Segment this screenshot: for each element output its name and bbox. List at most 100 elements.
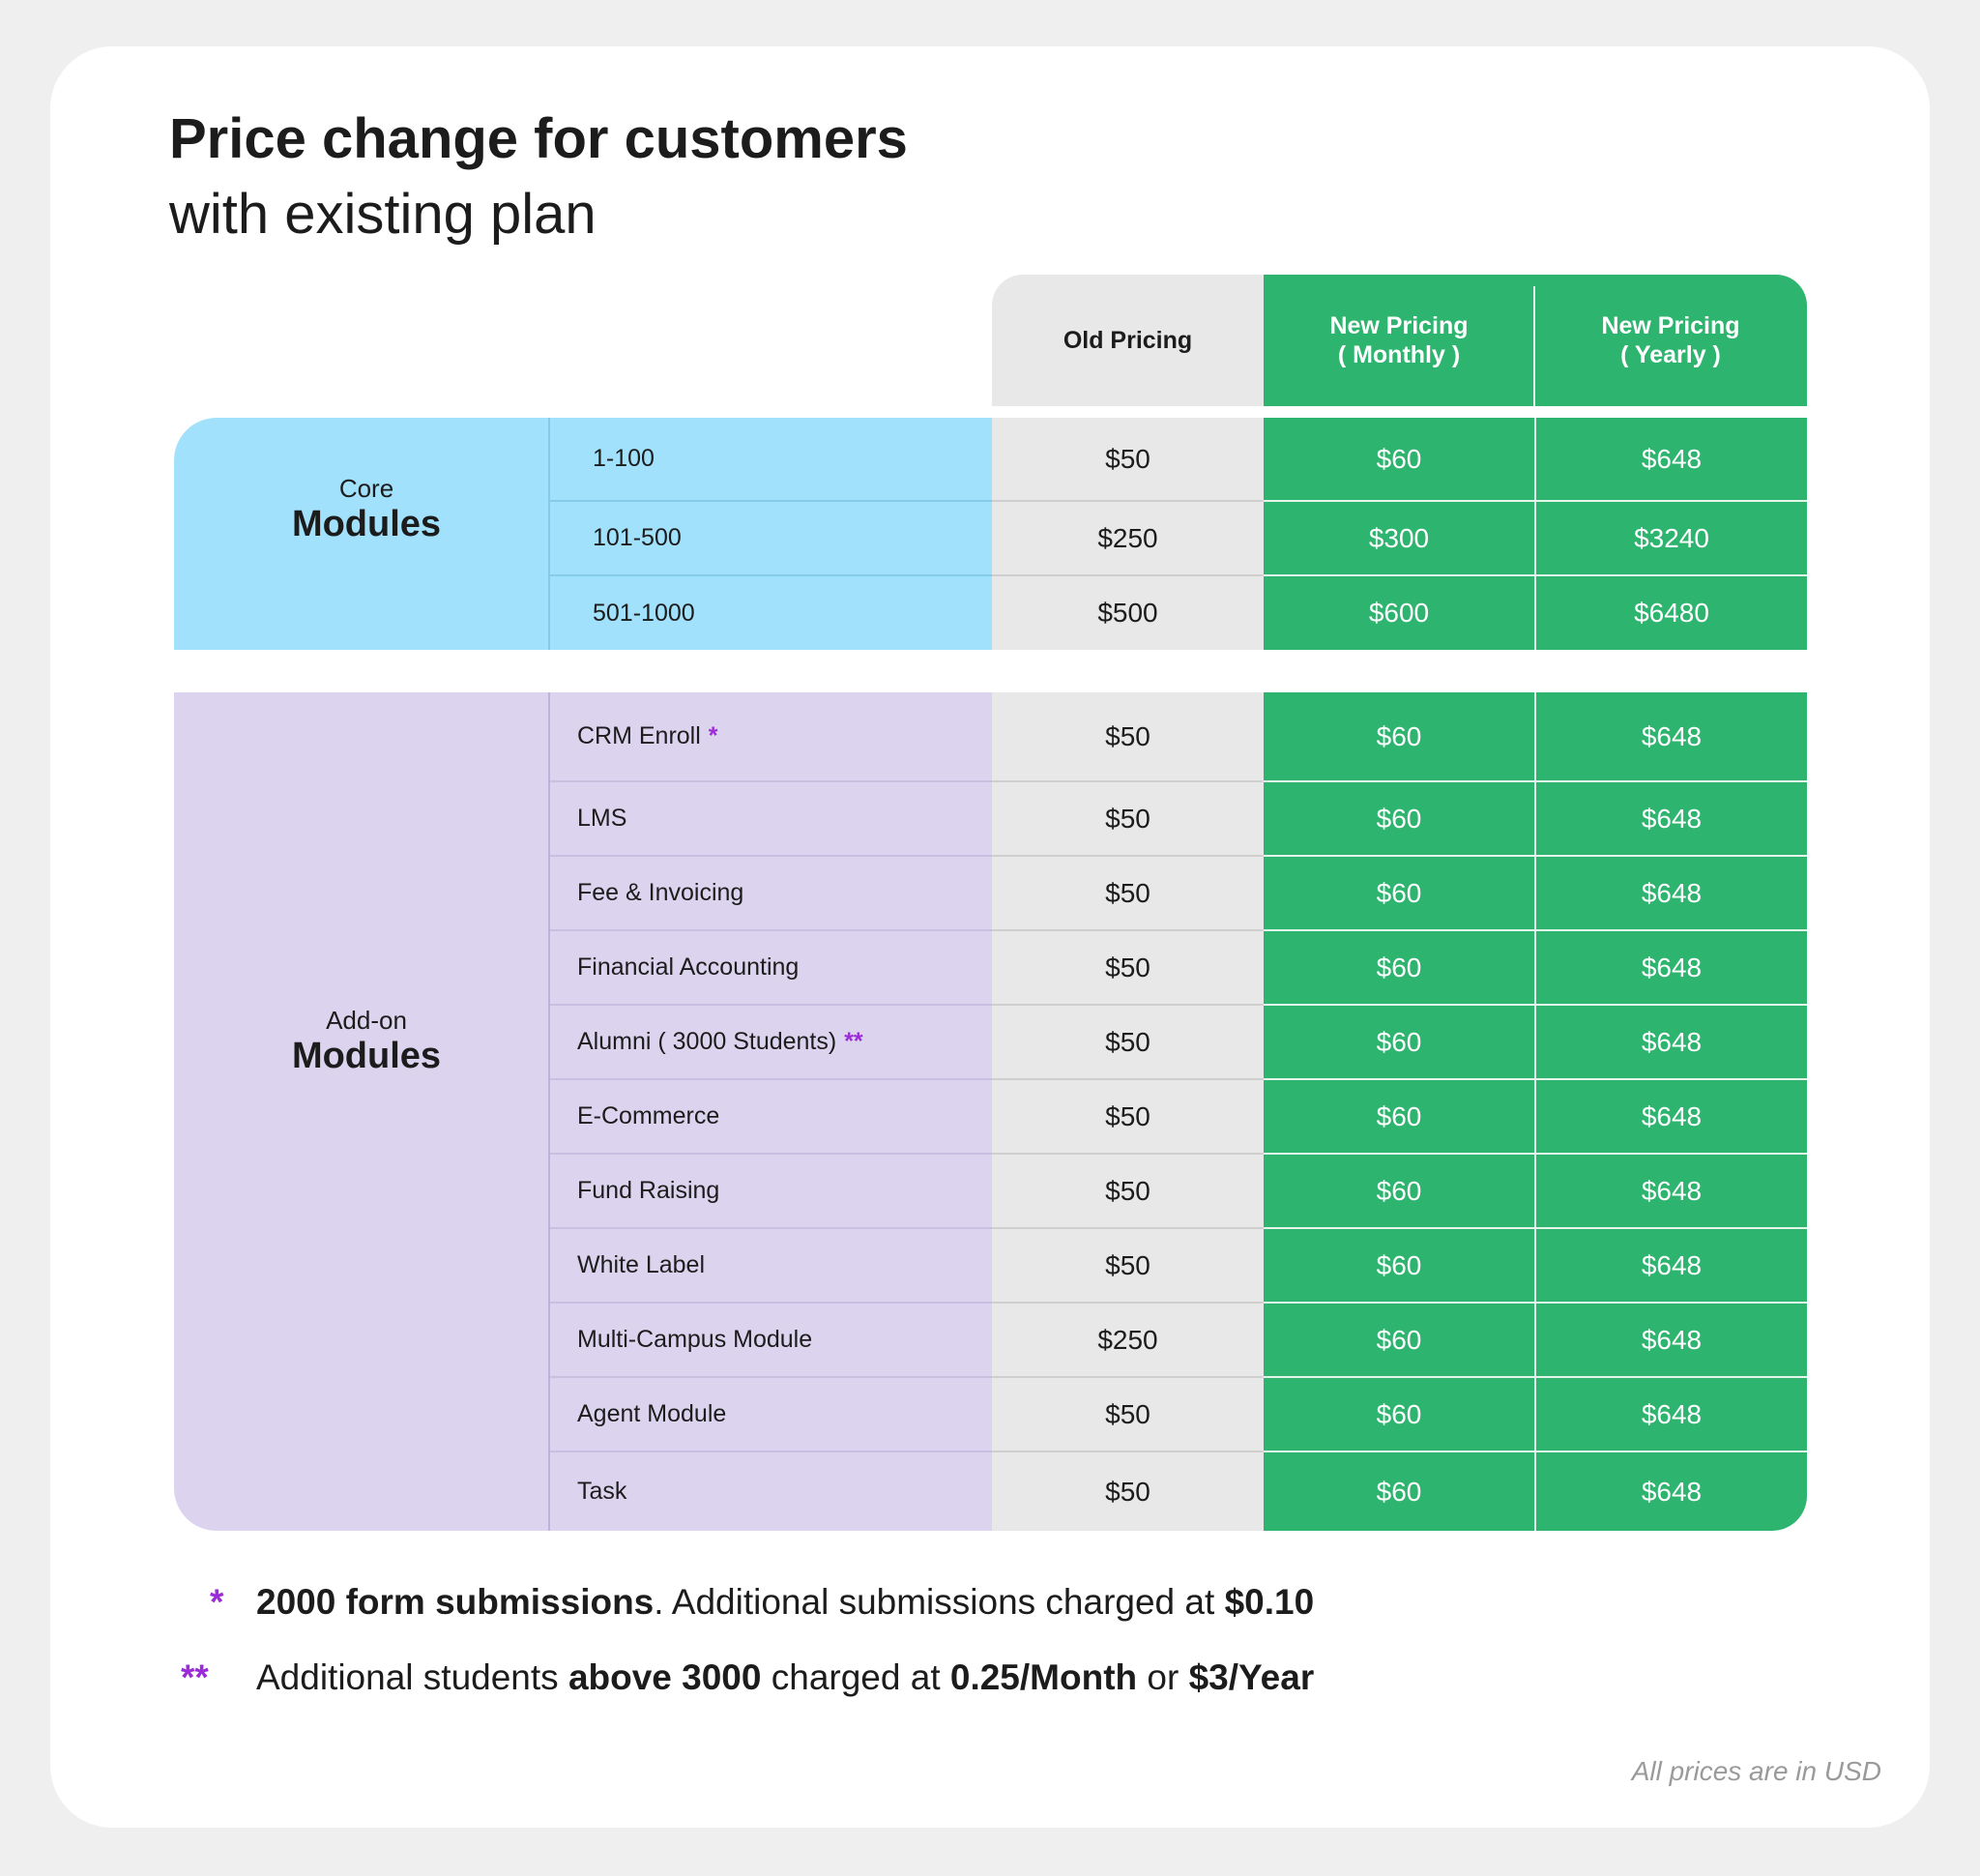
header-new-yearly: New Pricing ( Yearly ) [1534, 275, 1807, 406]
old-price-cell: $50 [992, 1080, 1264, 1155]
module-name-cell: Multi-Campus Module [550, 1304, 992, 1378]
module-name: 1-100 [593, 445, 655, 472]
monthly-price-cell: $60 [1264, 1080, 1534, 1155]
old-price-cell: $50 [992, 1006, 1264, 1080]
module-name-cell: Fee & Invoicing [550, 857, 992, 931]
note-2: ** Additional students above 3000 charged… [181, 1657, 1315, 1698]
yearly-price-cell: $3240 [1536, 502, 1807, 576]
yearly-price-cell: $648 [1536, 418, 1807, 502]
addon-label-small: Add-on [326, 1006, 407, 1035]
footnote-asterisk: ** [844, 1028, 863, 1055]
module-name: Fund Raising [577, 1177, 720, 1204]
module-name-cell: 1-100 [550, 418, 992, 502]
old-price-cell: $500 [992, 576, 1264, 650]
module-name-cell: 501-1000 [550, 576, 992, 650]
yearly-price-cell: $648 [1536, 931, 1807, 1006]
green-column-divider [1534, 692, 1536, 1531]
old-price-cell: $50 [992, 1378, 1264, 1452]
old-price-cell: $50 [992, 692, 1264, 782]
page-title: Price change for customers [169, 107, 908, 170]
core-divider [548, 418, 550, 650]
old-price-cell: $50 [992, 1452, 1264, 1531]
module-name-cell: Task [550, 1452, 992, 1531]
note-1-text: . Additional submissions charged at [654, 1582, 1225, 1622]
module-name-cell: LMS [550, 782, 992, 857]
module-name-cell: Fund Raising [550, 1155, 992, 1229]
header-old-pricing: Old Pricing [992, 275, 1264, 406]
yearly-price-cell: $648 [1536, 1304, 1807, 1378]
header-old-pricing-label: Old Pricing [1063, 326, 1193, 354]
monthly-price-cell: $60 [1264, 692, 1534, 782]
note-2-text-3: or [1137, 1657, 1189, 1697]
note-1-asterisk: * [210, 1582, 224, 1622]
currency-footnote: All prices are in USD [1631, 1756, 1881, 1786]
monthly-price-cell: $60 [1264, 1229, 1534, 1304]
module-name: Fee & Invoicing [577, 879, 744, 906]
header-new-monthly: New Pricing ( Monthly ) [1264, 275, 1534, 406]
monthly-price-cell: $60 [1264, 857, 1534, 931]
old-price-cell: $50 [992, 1155, 1264, 1229]
monthly-price-cell: $600 [1264, 576, 1534, 650]
monthly-price-cell: $60 [1264, 782, 1534, 857]
monthly-price-cell: $60 [1264, 1155, 1534, 1229]
header-new-yearly-line1: New Pricing [1601, 312, 1740, 339]
module-name: 101-500 [593, 524, 682, 551]
monthly-price-cell: $60 [1264, 931, 1534, 1006]
addon-divider [548, 692, 550, 1531]
note-2-text-1: Additional students [256, 1657, 568, 1697]
module-name-cell: White Label [550, 1229, 992, 1304]
module-name: Alumni ( 3000 Students) [577, 1028, 837, 1055]
monthly-price-cell: $60 [1264, 1378, 1534, 1452]
yearly-price-cell: $648 [1536, 1080, 1807, 1155]
module-name-cell: CRM Enroll * [550, 692, 992, 782]
old-price-cell: $50 [992, 931, 1264, 1006]
addon-modules-label: Add-on Modules [222, 1006, 510, 1077]
note-2-bold-2: 0.25/Month [949, 1657, 1138, 1697]
yearly-price-cell: $648 [1536, 1452, 1807, 1531]
note-2-bold-3: $3/Year [1188, 1657, 1315, 1697]
core-modules-label: Core Modules [222, 474, 510, 545]
old-price-cell: $50 [992, 418, 1264, 502]
yearly-price-cell: $648 [1536, 1229, 1807, 1304]
monthly-price-cell: $60 [1264, 1006, 1534, 1080]
page-subtitle: with existing plan [169, 183, 597, 246]
note-1-bold: 2000 form submissions [256, 1582, 655, 1622]
core-modules-group [174, 418, 992, 650]
monthly-price-cell: $60 [1264, 1452, 1534, 1531]
header-new-monthly-line2: ( Monthly ) [1337, 341, 1461, 368]
yearly-price-cell: $648 [1536, 857, 1807, 931]
header-new-monthly-line1: New Pricing [1329, 312, 1469, 339]
note-2-bold-1: above 3000 [568, 1657, 762, 1697]
yearly-price-cell: $648 [1536, 1378, 1807, 1452]
module-name: 501-1000 [593, 599, 695, 627]
monthly-price-cell: $60 [1264, 1304, 1534, 1378]
yearly-price-cell: $648 [1536, 692, 1807, 782]
note-1-price: $0.10 [1224, 1582, 1315, 1622]
monthly-price-cell: $60 [1264, 418, 1534, 502]
module-name-cell: E-Commerce [550, 1080, 992, 1155]
yearly-price-cell: $648 [1536, 1006, 1807, 1080]
module-name-cell: 101-500 [550, 502, 992, 576]
module-name: CRM Enroll [577, 722, 701, 749]
green-column-divider [1534, 418, 1536, 650]
note-2-text-2: charged at [761, 1657, 950, 1697]
yearly-price-cell: $6480 [1536, 576, 1807, 650]
module-name: E-Commerce [577, 1102, 720, 1129]
note-2-asterisks: ** [181, 1657, 209, 1697]
old-price-cell: $250 [992, 1304, 1264, 1378]
note-1: * 2000 form submissions. Additional submi… [210, 1582, 1315, 1623]
yearly-price-cell: $648 [1536, 1155, 1807, 1229]
footnote-asterisk: * [708, 722, 718, 749]
module-name: Financial Accounting [577, 953, 800, 981]
old-price-cell: $250 [992, 502, 1264, 576]
core-label-small: Core [338, 474, 394, 503]
header-divider [1533, 286, 1535, 406]
module-name-cell: Financial Accounting [550, 931, 992, 1006]
header-new-yearly-line2: ( Yearly ) [1620, 341, 1721, 368]
old-price-cell: $50 [992, 1229, 1264, 1304]
module-name: Multi-Campus Module [577, 1326, 813, 1353]
monthly-price-cell: $300 [1264, 502, 1534, 576]
module-name: LMS [577, 805, 627, 832]
core-label-big: Modules [291, 504, 442, 544]
addon-label-big: Modules [291, 1036, 442, 1076]
